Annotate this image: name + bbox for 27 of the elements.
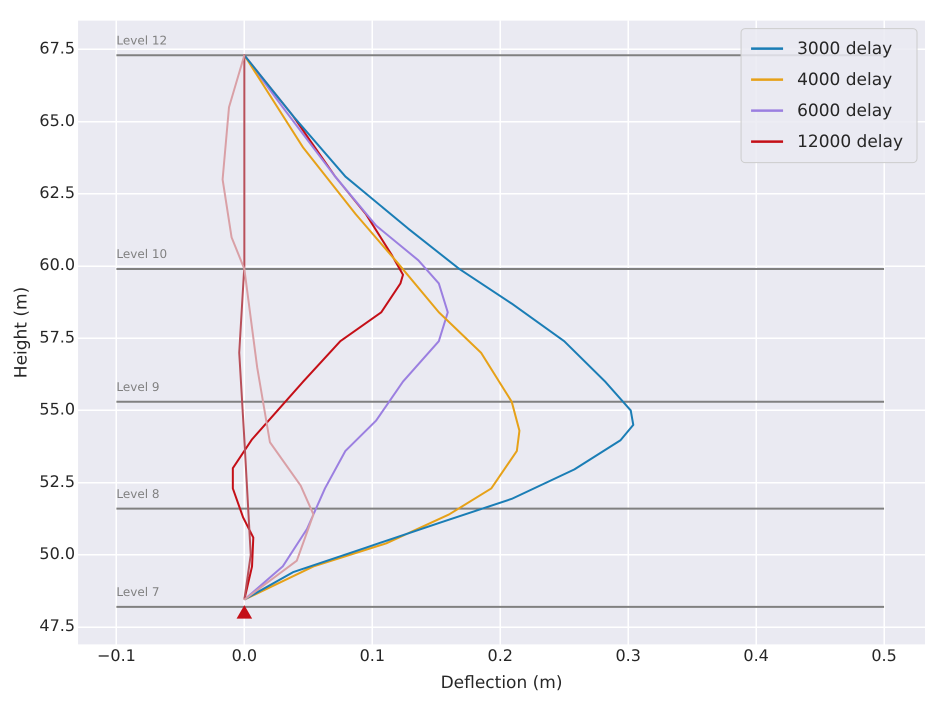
y-tick-label: 67.5	[39, 38, 76, 58]
x-tick-label: 0.0	[232, 646, 258, 666]
ref-line-label: Level 9	[116, 380, 160, 394]
y-axis-title: Height (m)	[12, 286, 32, 378]
x-tick-label: −0.1	[96, 646, 136, 666]
legend-label: 6000 delay	[797, 101, 892, 122]
y-tick-label: 65.0	[39, 110, 76, 130]
ref-line-label: Level 10	[116, 247, 168, 262]
y-tick-label: 57.5	[39, 327, 76, 346]
x-tick-label: 0.1	[360, 646, 386, 666]
ref-line-label: Level 12	[116, 33, 168, 48]
y-tick-label: 52.5	[39, 472, 76, 491]
ref-line-label: Level 7	[116, 584, 160, 599]
x-axis-title: Deflection (m)	[440, 673, 562, 694]
legend-label: 4000 delay	[797, 70, 892, 90]
y-tick-label: 62.5	[39, 183, 76, 202]
x-tick-label: 0.5	[871, 646, 897, 666]
y-tick-label: 47.5	[39, 616, 76, 636]
y-tick-label: 55.0	[39, 400, 76, 419]
ref-line-label: Level 8	[116, 486, 160, 501]
x-tick-label: 0.4	[743, 646, 769, 666]
y-tick-label: 50.0	[39, 544, 76, 564]
legend-label: 12000 delay	[797, 132, 904, 152]
legend-label: 3000 delay	[797, 39, 892, 60]
x-tick-label: 0.3	[615, 646, 641, 666]
x-tick-label: 0.2	[488, 646, 513, 666]
y-tick-label: 60.0	[39, 255, 76, 274]
